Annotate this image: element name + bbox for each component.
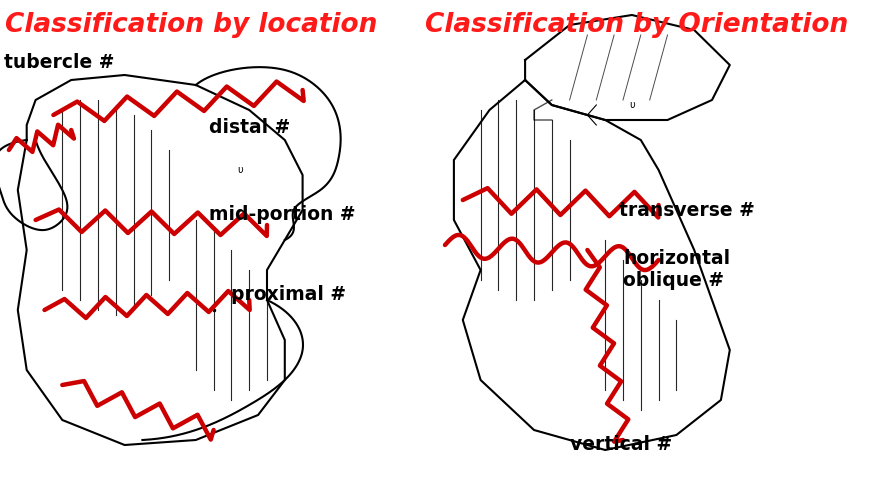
Text: transverse #: transverse # — [619, 200, 755, 220]
Text: Classification by location: Classification by location — [5, 12, 377, 38]
Polygon shape — [196, 67, 341, 270]
Text: distal #: distal # — [209, 118, 290, 137]
Text: υ: υ — [629, 100, 635, 110]
Polygon shape — [454, 80, 730, 450]
Polygon shape — [0, 140, 68, 230]
Text: proximal #: proximal # — [231, 286, 346, 304]
Text: mid-portion #: mid-portion # — [209, 206, 356, 225]
Text: vertical #: vertical # — [570, 436, 672, 454]
Polygon shape — [18, 75, 303, 445]
Text: tubercle #: tubercle # — [4, 53, 115, 72]
Text: horizontal
oblique #: horizontal oblique # — [623, 250, 730, 290]
Polygon shape — [525, 15, 730, 120]
Text: υ: υ — [238, 165, 243, 175]
Text: Classification by Orientation: Classification by Orientation — [425, 12, 848, 38]
